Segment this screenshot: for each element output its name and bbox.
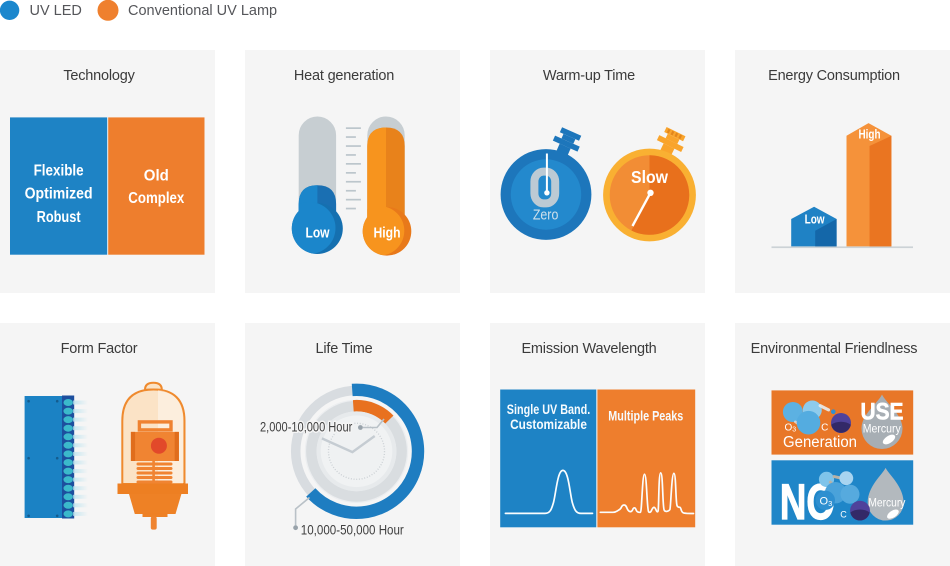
svg-text:Zero: Zero bbox=[533, 208, 559, 224]
svg-text:Old: Old bbox=[144, 168, 169, 185]
svg-text:C: C bbox=[840, 510, 847, 520]
svg-text:Single UV Band.: Single UV Band. bbox=[507, 401, 590, 417]
svg-text:USE: USE bbox=[861, 399, 904, 426]
svg-text:Complex: Complex bbox=[128, 190, 184, 207]
svg-text:Slow: Slow bbox=[631, 167, 668, 187]
svg-text:Low: Low bbox=[805, 213, 825, 227]
svg-text:C: C bbox=[821, 423, 828, 434]
svg-text:UV LED: UV LED bbox=[30, 3, 82, 19]
svg-text:Optimized: Optimized bbox=[25, 186, 93, 203]
svg-text:2,000-10,000 Hour: 2,000-10,000 Hour bbox=[260, 419, 353, 435]
svg-text:Multiple Peaks: Multiple Peaks bbox=[608, 408, 683, 424]
svg-text:Mercury: Mercury bbox=[868, 498, 905, 510]
svg-text:Customizable: Customizable bbox=[510, 416, 587, 432]
svg-text:Robust: Robust bbox=[37, 209, 82, 226]
svg-text:O3: O3 bbox=[785, 423, 797, 434]
svg-text:O3: O3 bbox=[820, 496, 833, 509]
svg-text:Conventional UV Lamp: Conventional UV Lamp bbox=[128, 3, 277, 19]
svg-text:10,000-50,000 Hour: 10,000-50,000 Hour bbox=[301, 522, 404, 538]
svg-text:Generation: Generation bbox=[783, 434, 857, 451]
svg-text:Flexible: Flexible bbox=[34, 163, 84, 180]
svg-text:Low: Low bbox=[306, 226, 331, 242]
svg-text:High: High bbox=[859, 127, 881, 141]
svg-text:Mercury: Mercury bbox=[863, 423, 901, 435]
svg-text:High: High bbox=[374, 226, 401, 242]
